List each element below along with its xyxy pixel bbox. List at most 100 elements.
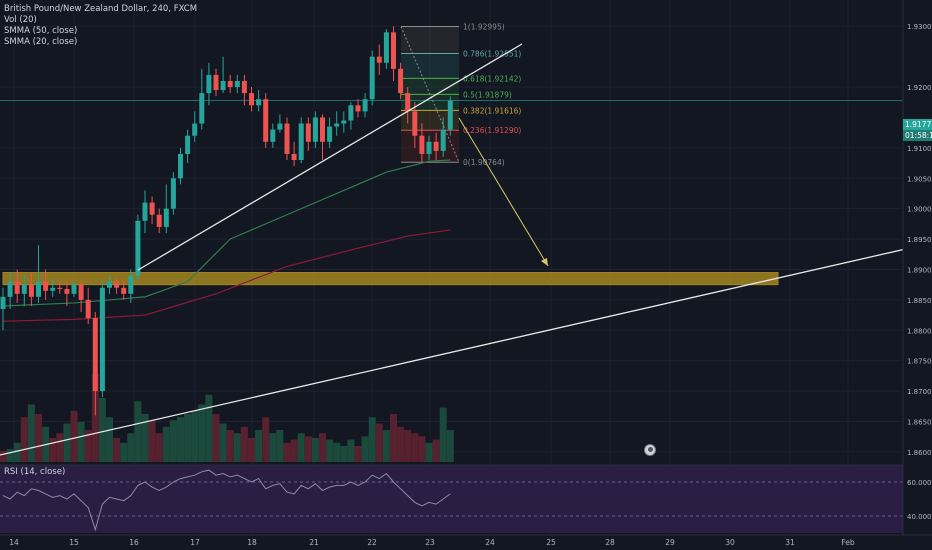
fib-level-label: 0.382(1.91616) — [463, 106, 521, 115]
volume-bar — [127, 433, 135, 462]
fib-band — [401, 78, 459, 95]
time-tick-label: 25 — [546, 538, 556, 547]
candle-body — [71, 284, 77, 294]
candle-body — [57, 287, 63, 289]
candle-body — [320, 117, 325, 142]
volume-bar — [155, 433, 163, 462]
fib-level-label: 0.786(1.92551) — [463, 50, 521, 59]
time-tick-label: 21 — [309, 538, 319, 547]
volume-bar — [390, 414, 397, 462]
volume-bar — [35, 414, 42, 462]
volume-bar — [311, 438, 319, 462]
volume-bar — [0, 450, 7, 462]
legend-smma20[interactable]: SMMA (20, close) — [4, 37, 78, 47]
rsi-panel — [0, 464, 903, 533]
volume-bar — [219, 423, 227, 462]
time-tick-label: 16 — [129, 538, 139, 547]
candle-body — [256, 99, 262, 106]
price-tick-label: 1.87500 — [907, 358, 932, 366]
volume-bar — [233, 433, 241, 462]
volume-bar — [184, 414, 192, 462]
volume-bar — [56, 433, 64, 462]
lower-trendline — [0, 242, 932, 456]
candle-body — [327, 126, 333, 142]
volume-bar — [120, 442, 128, 462]
candle-body — [334, 123, 340, 127]
candle-body — [383, 32, 389, 63]
candle-body — [362, 99, 368, 112]
volume-bar — [432, 439, 440, 462]
candle-body — [43, 281, 49, 291]
candle-body — [92, 318, 98, 392]
candle-body — [128, 275, 134, 294]
candle-body — [284, 123, 290, 154]
candle-body — [412, 111, 418, 136]
time-axis[interactable]: 14 15 16 17 18 21 22 23 24 25 28 29 30 31 Feb — [0, 534, 932, 550]
candle-body — [426, 141, 432, 154]
support-zone[interactable] — [2, 272, 779, 286]
volume-bar — [177, 417, 184, 462]
volume-bar — [368, 417, 376, 462]
volume-bar — [13, 442, 21, 462]
chart-legend: British Pound/New Zealand Dollar, 240, F… — [4, 4, 197, 48]
volume-bar — [198, 404, 206, 462]
volume-bar — [84, 430, 92, 462]
price-tick-label: 1.86500 — [907, 419, 932, 427]
candle-body — [405, 93, 411, 112]
candle-body — [277, 123, 283, 130]
candle-body — [170, 178, 176, 209]
fib-band — [401, 26, 459, 54]
volume-bar — [106, 417, 113, 462]
time-tick-label: 24 — [485, 538, 495, 547]
volume-bar — [361, 436, 369, 462]
rsi-legend[interactable]: RSI (14, close) — [4, 467, 66, 477]
volume-bar — [70, 410, 78, 462]
volume-bar — [340, 446, 348, 462]
candle-body — [220, 80, 226, 91]
volume-bar — [6, 449, 14, 462]
legend-volume[interactable]: Vol (20) — [4, 15, 37, 25]
legend-symbol-title[interactable]: British Pound/New Zealand Dollar, 240, F… — [4, 4, 198, 14]
volume-bar — [212, 414, 220, 462]
price-axis[interactable]: 1.93000 1.92000 1.91000 1.90500 1.90000 1.895… — [902, 0, 932, 550]
time-tick-label: 22 — [367, 538, 377, 547]
candlesticks — [0, 26, 453, 416]
time-tick-label: 18 — [247, 538, 257, 547]
volume-bar — [319, 433, 326, 462]
volume-bar — [134, 401, 142, 462]
candle-body — [227, 80, 233, 88]
volume-bar — [411, 433, 419, 462]
candle-body — [21, 284, 27, 294]
price-tick-label: 1.90500 — [907, 175, 932, 183]
smma50-line — [2, 159, 451, 307]
price-tick-label: 1.86000 — [907, 449, 932, 457]
volume-bar — [205, 394, 213, 462]
candle-body — [305, 123, 311, 142]
candle-body — [298, 123, 304, 161]
time-tick-label: 15 — [69, 538, 79, 547]
candle-body — [64, 288, 70, 294]
fib-trend-line — [400, 26, 460, 163]
candle-body — [178, 153, 183, 179]
candle-body — [419, 135, 425, 154]
candle-body — [107, 281, 112, 288]
fibonacci-retracement[interactable]: 1(1.92995) 0.786(1.92551) 0.618(1.92142) 0.… — [400, 23, 521, 168]
volume-bar — [255, 430, 263, 462]
candle-body — [447, 100, 453, 130]
candle-body — [241, 80, 247, 94]
candle-body — [14, 281, 20, 294]
alert-icon[interactable] — [644, 444, 656, 456]
fib-level-label: 0.618(1.92142) — [463, 74, 521, 83]
time-tick-label: 31 — [785, 538, 795, 547]
volume-bar — [397, 426, 405, 462]
volume-bar — [141, 414, 149, 462]
candle-body — [206, 74, 212, 94]
smma20-line — [2, 229, 451, 322]
fib-level-label: 0(1.90764) — [463, 158, 505, 167]
time-tick-label: 14 — [9, 538, 19, 547]
trendline-drawings[interactable] — [0, 43, 932, 456]
candle-body — [440, 129, 446, 151]
legend-smma50[interactable]: SMMA (50, close) — [4, 26, 78, 36]
candle-body — [163, 208, 169, 227]
